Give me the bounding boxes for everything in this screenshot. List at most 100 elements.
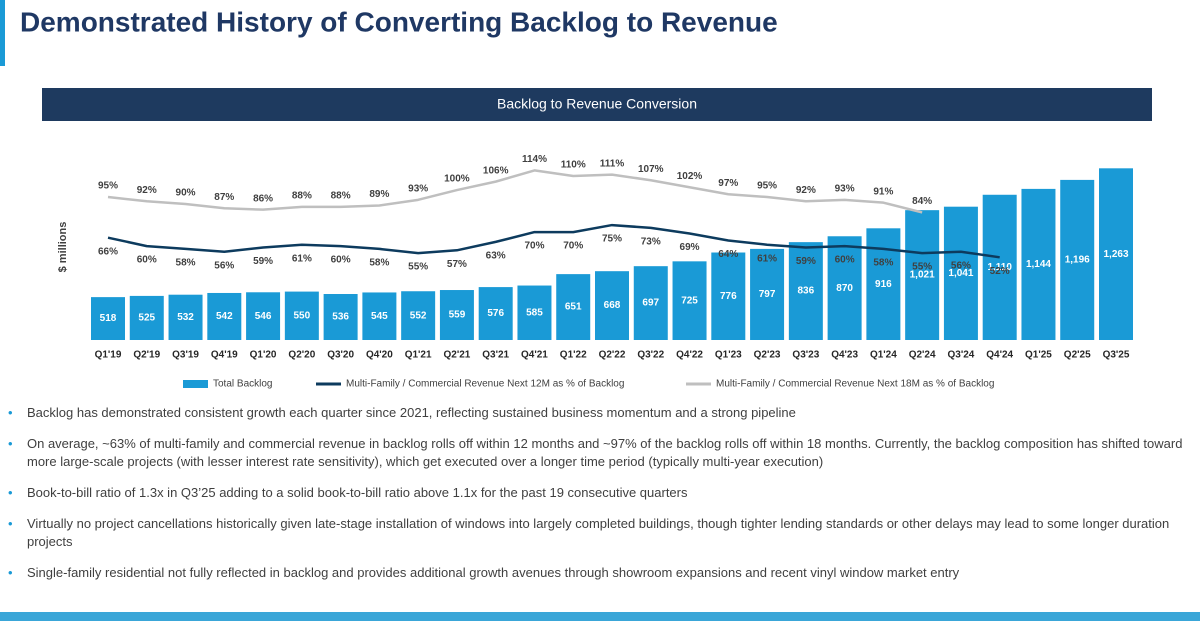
x-tick-label: Q3'24 bbox=[948, 350, 975, 361]
line-value-label: 95% bbox=[98, 181, 118, 192]
bar bbox=[1060, 179, 1095, 340]
line-value-label: 93% bbox=[835, 183, 855, 194]
bar bbox=[478, 287, 513, 340]
line-value-label: 64% bbox=[718, 249, 738, 260]
line-value-label: 56% bbox=[214, 260, 234, 271]
bar-value-label: 1,110 bbox=[987, 262, 1012, 273]
line-value-label: 86% bbox=[253, 193, 273, 204]
line-value-label: 84% bbox=[912, 196, 932, 207]
x-tick-label: Q1'24 bbox=[870, 350, 897, 361]
bar bbox=[362, 292, 397, 340]
line-value-label: 95% bbox=[757, 181, 777, 192]
line-value-label: 111% bbox=[600, 158, 625, 169]
x-tick-label: Q2'21 bbox=[444, 350, 471, 361]
bar bbox=[595, 271, 629, 340]
line-value-label: 52% bbox=[990, 266, 1010, 277]
x-tick-label: Q4'24 bbox=[986, 350, 1013, 361]
line bbox=[107, 223, 1000, 259]
x-tick-label: Q3'23 bbox=[792, 350, 819, 361]
bar-value-label: 1,263 bbox=[1103, 249, 1128, 260]
line-value-label: 60% bbox=[137, 255, 157, 266]
bar-value-label: 870 bbox=[836, 283, 853, 294]
x-tick-label: Q1'20 bbox=[250, 350, 277, 361]
bar bbox=[168, 294, 203, 340]
line-value-label: 87% bbox=[214, 192, 234, 203]
bar-value-label: 518 bbox=[100, 313, 117, 324]
bar bbox=[711, 252, 746, 340]
bar bbox=[401, 291, 436, 340]
bar-value-label: 651 bbox=[565, 302, 582, 313]
x-tick-label: Q2'24 bbox=[909, 350, 936, 361]
x-tick-label: Q2'19 bbox=[133, 350, 160, 361]
line-value-label: 75% bbox=[602, 234, 622, 245]
bar-value-label: 550 bbox=[294, 310, 311, 321]
bullet: On average, ~63% of multi-family and com… bbox=[0, 435, 1190, 471]
x-tick-label: Q4'19 bbox=[211, 350, 238, 361]
footer-bar bbox=[0, 612, 1200, 621]
chart: Demonstrated History of Converting Backl… bbox=[20, 6, 1152, 390]
x-tick-label: Q1'21 bbox=[405, 350, 432, 361]
line-value-label: 58% bbox=[369, 258, 389, 269]
line-value-label: 58% bbox=[873, 258, 893, 269]
x-tick-label: Q1'25 bbox=[1025, 350, 1052, 361]
line-value-label: 102% bbox=[677, 171, 703, 182]
bar-value-label: 576 bbox=[487, 308, 504, 319]
bar-value-label: 546 bbox=[255, 311, 272, 322]
bar-value-label: 776 bbox=[720, 291, 737, 302]
bar bbox=[284, 291, 319, 340]
x-tick-label: Q3'22 bbox=[637, 350, 664, 361]
bar bbox=[246, 292, 281, 340]
bullet: Single-family residential not fully refl… bbox=[0, 564, 1190, 582]
y-axis-label: $ millions bbox=[57, 222, 69, 273]
bullet: Virtually no project cancellations histo… bbox=[0, 515, 1190, 551]
chart-banner bbox=[42, 88, 1152, 121]
line-value-label: 90% bbox=[176, 188, 196, 199]
line-value-label: 106% bbox=[483, 165, 509, 176]
x-tick-label: Q4'21 bbox=[521, 350, 548, 361]
bar-value-label: 545 bbox=[371, 311, 388, 322]
legend-label: Multi-Family / Commercial Revenue Next 1… bbox=[716, 379, 994, 390]
bar bbox=[323, 294, 358, 340]
bar bbox=[750, 248, 785, 340]
x-tick-label: Q3'25 bbox=[1103, 350, 1130, 361]
bar bbox=[788, 242, 823, 340]
line-value-label: 114% bbox=[522, 154, 547, 165]
bar bbox=[633, 266, 668, 340]
bar-value-label: 552 bbox=[410, 310, 427, 321]
line-value-label: 73% bbox=[641, 237, 661, 248]
x-tick-label: Q2'20 bbox=[288, 350, 315, 361]
line-value-label: 56% bbox=[951, 260, 971, 271]
line-value-label: 93% bbox=[408, 183, 428, 194]
bar-value-label: 536 bbox=[332, 312, 349, 323]
line-value-label: 110% bbox=[561, 160, 586, 171]
x-tick-label: Q2'22 bbox=[599, 350, 626, 361]
bar-value-label: 836 bbox=[798, 286, 815, 297]
bar bbox=[439, 290, 474, 340]
line-value-label: 58% bbox=[176, 258, 196, 269]
line-value-label: 61% bbox=[757, 253, 777, 264]
x-tick-label: Q4'22 bbox=[676, 350, 703, 361]
line-value-label: 60% bbox=[331, 255, 351, 266]
line-value-label: 69% bbox=[680, 242, 700, 253]
bar-value-label: 1,041 bbox=[948, 268, 973, 279]
bar bbox=[982, 194, 1017, 340]
bar-value-label: 916 bbox=[875, 279, 892, 290]
line-value-label: 63% bbox=[486, 251, 506, 262]
bar bbox=[672, 261, 707, 340]
x-tick-label: Q4'23 bbox=[831, 350, 858, 361]
line-value-label: 92% bbox=[137, 185, 157, 196]
line-value-label: 55% bbox=[408, 262, 428, 273]
line-value-label: 70% bbox=[524, 241, 544, 252]
line-value-label: 97% bbox=[718, 178, 738, 189]
x-tick-label: Q1'19 bbox=[95, 350, 122, 361]
line-value-label: 88% bbox=[331, 190, 351, 201]
x-tick-label: Q2'23 bbox=[754, 350, 781, 361]
bullet-list: Backlog has demonstrated consistent grow… bbox=[0, 404, 1190, 595]
bar bbox=[556, 274, 591, 340]
bar bbox=[517, 285, 552, 340]
x-tick-label: Q3'21 bbox=[482, 350, 509, 361]
line-value-label: 55% bbox=[912, 262, 932, 273]
bar-value-label: 559 bbox=[449, 310, 466, 321]
bar bbox=[1099, 168, 1133, 340]
